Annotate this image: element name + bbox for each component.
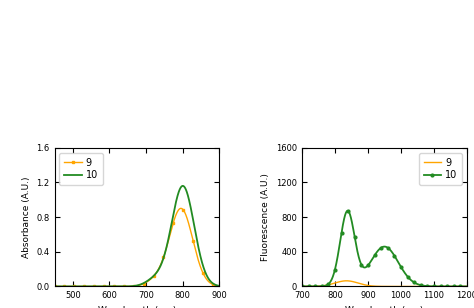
9 — [182, 210, 187, 214]
10 — [308, 285, 313, 288]
X-axis label: Wavelength (nm): Wavelength (nm) — [345, 306, 424, 308]
9 — [212, 283, 218, 287]
Legend: 9, 10: 9, 10 — [59, 153, 103, 185]
Y-axis label: Fluorescence (A.U.): Fluorescence (A.U.) — [261, 173, 270, 261]
Line: 10: 10 — [301, 209, 468, 288]
Legend: 9, 10: 9, 10 — [419, 153, 462, 185]
9 — [459, 285, 465, 288]
10 — [212, 283, 218, 286]
10 — [180, 184, 186, 188]
10 — [429, 285, 435, 288]
10 — [345, 209, 350, 213]
Line: 9: 9 — [302, 281, 467, 286]
10 — [60, 285, 66, 288]
10 — [212, 283, 218, 286]
10 — [459, 285, 465, 288]
9 — [464, 285, 470, 288]
10 — [375, 249, 381, 253]
10 — [217, 284, 222, 288]
Line: 9: 9 — [53, 207, 221, 288]
9 — [52, 285, 57, 288]
10 — [379, 245, 385, 249]
9 — [429, 285, 435, 288]
10 — [52, 285, 57, 288]
X-axis label: Wavelength (nm): Wavelength (nm) — [98, 306, 176, 308]
9 — [459, 285, 465, 288]
10 — [128, 284, 133, 288]
10 — [464, 285, 470, 288]
9 — [128, 285, 133, 288]
9 — [344, 279, 349, 283]
9 — [212, 283, 218, 287]
9 — [375, 285, 381, 288]
9 — [178, 207, 184, 210]
9 — [217, 284, 222, 288]
9 — [60, 285, 66, 288]
9 — [299, 285, 305, 288]
9 — [132, 284, 137, 288]
10 — [299, 285, 305, 288]
Y-axis label: Absorbance (A.U.): Absorbance (A.U.) — [22, 176, 31, 258]
Line: 10: 10 — [55, 186, 219, 286]
10 — [459, 285, 465, 288]
9 — [308, 285, 313, 288]
10 — [132, 284, 137, 288]
9 — [379, 285, 385, 288]
10 — [182, 185, 187, 189]
